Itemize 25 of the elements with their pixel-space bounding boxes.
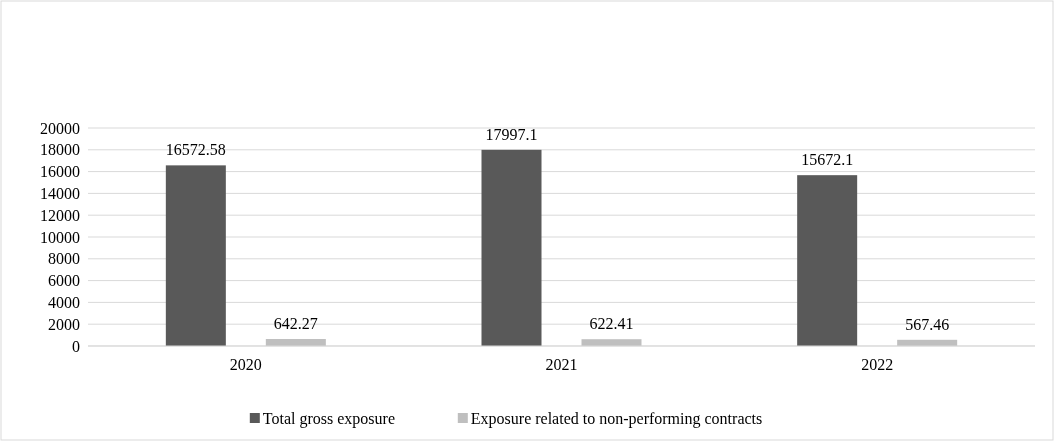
y-tick-label: 20000 xyxy=(40,119,80,137)
y-tick-label: 12000 xyxy=(40,206,80,224)
y-tick-label: 4000 xyxy=(48,294,80,311)
y-tick-label: 8000 xyxy=(48,250,80,268)
y-tick-label: 6000 xyxy=(48,272,80,290)
data-label: 567.46 xyxy=(905,315,950,333)
data-label: 642.27 xyxy=(273,315,318,332)
x-tick-label: 2020 xyxy=(229,356,262,373)
bar xyxy=(797,175,858,346)
y-tick-label: 14000 xyxy=(40,185,80,202)
legend-label: Total gross exposure xyxy=(262,409,395,428)
y-tick-label: 10000 xyxy=(40,228,80,246)
legend-label: Exposure related to non-performing contracts xyxy=(470,409,763,428)
bar xyxy=(165,165,226,346)
x-tick-label: 2022 xyxy=(861,356,894,373)
y-tick-label: 16000 xyxy=(40,163,80,181)
data-label: 16572.58 xyxy=(165,141,226,159)
bar xyxy=(481,149,542,346)
y-tick-label: 18000 xyxy=(40,141,80,159)
y-tick-label: 0 xyxy=(72,337,80,355)
data-label: 622.41 xyxy=(589,315,634,333)
data-label: 17997.1 xyxy=(485,125,538,143)
data-label: 15672.1 xyxy=(801,151,854,169)
x-tick-label: 2021 xyxy=(545,356,578,373)
y-tick-label: 2000 xyxy=(48,315,80,333)
